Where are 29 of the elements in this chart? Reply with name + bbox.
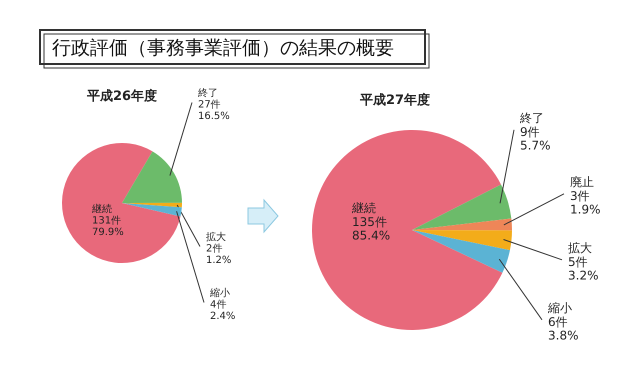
slice-label: 継続: [351, 201, 376, 215]
pie-slice: [122, 203, 182, 216]
data-label: 9件 5.7%: [520, 124, 550, 153]
slice-label: 継続: [91, 203, 112, 215]
slice-label: 縮小: [209, 287, 230, 299]
data-label: 3件 1.9%: [570, 188, 600, 217]
data-label: 6件 3.8%: [548, 314, 578, 343]
chart-title: 平成26年度: [86, 88, 158, 104]
slice-label: 縮小: [547, 301, 572, 315]
data-label: 4件 2.4%: [210, 300, 236, 322]
chart-title: 平成27年度: [358, 92, 430, 108]
pie-slice: [312, 130, 502, 330]
pie-slice: [412, 218, 512, 230]
slice-label: 終了: [519, 111, 544, 125]
pie-slice: [412, 184, 512, 230]
slice-label: 拡大: [206, 231, 226, 243]
slice-label: 拡大: [568, 241, 592, 255]
slice-label: 終了: [197, 87, 218, 99]
pie-slice: [122, 151, 182, 203]
data-label: 135件 85.4%: [352, 214, 390, 243]
pie-slice: [412, 230, 512, 250]
data-label: 27件 16.5%: [198, 100, 230, 122]
slice-label: 廃止: [570, 175, 594, 189]
data-label: 5件 3.2%: [568, 254, 598, 283]
pie-slice: [62, 143, 180, 263]
pie-slice: [412, 230, 510, 273]
data-label: 131件 79.9%: [92, 216, 124, 238]
data-label: 2件 1.2%: [206, 244, 232, 266]
text: 行政評価（事務事業評価）の結果の概要: [52, 37, 394, 59]
